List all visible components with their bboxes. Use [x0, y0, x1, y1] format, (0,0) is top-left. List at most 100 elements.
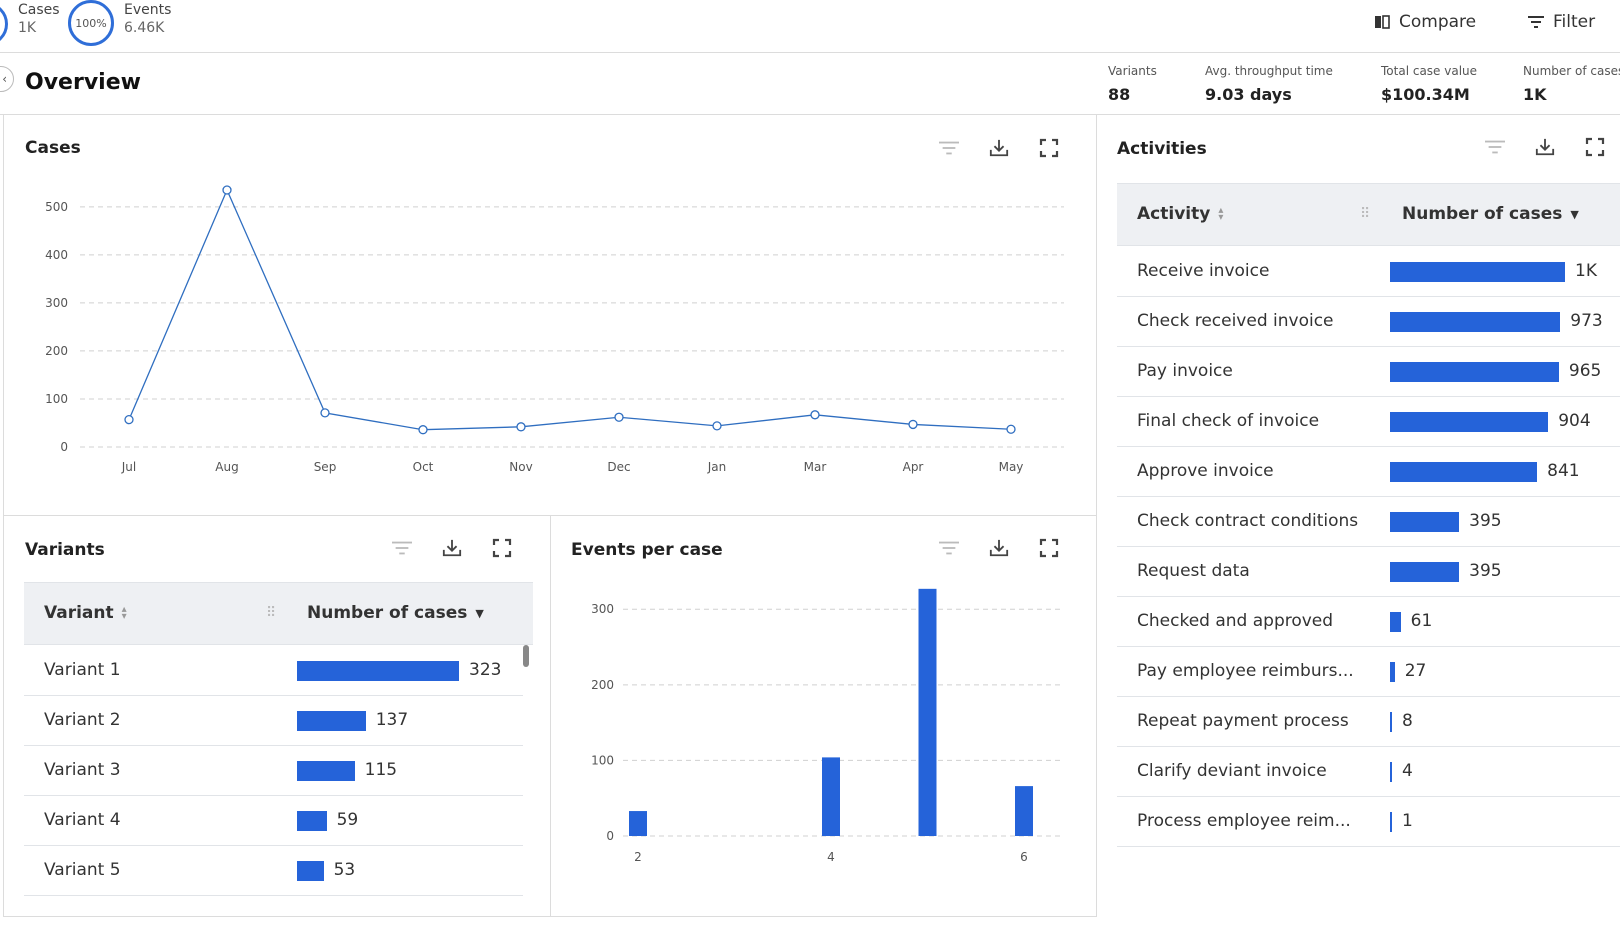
activity-row-label: Receive invoice — [1137, 261, 1270, 281]
activity-column-header[interactable]: Activity ▴ ▾ — [1137, 204, 1223, 224]
events-toolbar — [939, 538, 1059, 558]
value-bar — [1390, 412, 1549, 432]
value-label: 904 — [1558, 411, 1591, 431]
download-icon[interactable] — [989, 538, 1009, 558]
variant-row-label: Variant 3 — [44, 760, 121, 780]
data-point[interactable] — [418, 425, 428, 435]
fullscreen-icon[interactable] — [1585, 137, 1605, 157]
variant-row-label: Variant 4 — [44, 810, 121, 830]
activity-row[interactable]: Pay invoice 965 — [1117, 347, 1620, 397]
x-tick-label: Aug — [215, 460, 238, 474]
activity-row-label: Process employee reim... — [1137, 811, 1351, 831]
sort-desc-icon: ▼ — [475, 606, 484, 620]
activity-row[interactable]: Request data 395 — [1117, 547, 1620, 597]
data-point[interactable] — [222, 185, 232, 195]
activity-row-label: Pay invoice — [1137, 361, 1233, 381]
variant-row[interactable]: Variant 5 53 — [24, 846, 523, 896]
value-label: 395 — [1469, 511, 1502, 531]
filter-icon[interactable] — [1485, 137, 1505, 157]
data-point[interactable] — [810, 410, 820, 420]
column-resize-handle[interactable]: ⠿ — [1360, 206, 1370, 222]
activity-row[interactable]: Pay employee reimburs... 27 — [1117, 647, 1620, 697]
value-label: 1K — [1575, 261, 1597, 281]
filter-icon[interactable] — [392, 538, 412, 558]
activity-row[interactable]: Checked and approved 61 — [1117, 597, 1620, 647]
kpi-value: $100.34M — [1381, 85, 1470, 104]
filter-button[interactable]: Filter — [1527, 10, 1595, 34]
cases-column-label: Number of cases — [307, 603, 468, 623]
y-tick-label: 400 — [45, 248, 68, 262]
activity-row[interactable]: Approve invoice 841 — [1117, 447, 1620, 497]
fullscreen-icon[interactable] — [1039, 538, 1059, 558]
filter-icon[interactable] — [939, 138, 959, 158]
cases-column-header[interactable]: Number of cases ▼ — [307, 603, 484, 623]
bar[interactable] — [918, 588, 937, 836]
fullscreen-icon[interactable] — [1039, 138, 1059, 158]
activity-row[interactable]: Receive invoice 1K — [1117, 247, 1620, 297]
filter-icon[interactable] — [939, 538, 959, 558]
download-icon[interactable] — [442, 538, 462, 558]
bar[interactable] — [822, 757, 840, 836]
cases-title: Cases — [25, 138, 81, 158]
cases-column-header[interactable]: Number of cases ▼ — [1402, 204, 1579, 224]
bar[interactable] — [1015, 786, 1033, 836]
activity-row-label: Final check of invoice — [1137, 411, 1320, 431]
data-point[interactable] — [320, 408, 330, 418]
bar[interactable] — [629, 811, 647, 836]
variant-row[interactable]: Variant 4 59 — [24, 796, 523, 846]
value-bar — [1390, 462, 1538, 482]
activity-row-label: Approve invoice — [1137, 461, 1274, 481]
value-label: 395 — [1469, 561, 1502, 581]
fullscreen-icon[interactable] — [492, 538, 512, 558]
collapse-sidebar-button[interactable]: ‹ — [0, 66, 14, 92]
value-bar — [297, 711, 366, 731]
value-bar — [297, 811, 327, 831]
kpi-throughput: Avg. throughput time 9.03 days — [1205, 64, 1333, 104]
activity-row[interactable]: Process employee reim... 1 — [1117, 797, 1620, 847]
activities-title: Activities — [1117, 139, 1207, 159]
events-bar-chart: 0100200300246810 — [591, 588, 1061, 864]
data-point[interactable] — [614, 412, 624, 422]
left-border — [3, 115, 4, 917]
value-label: 27 — [1404, 661, 1427, 681]
activity-row[interactable]: Check received invoice 973 — [1117, 297, 1620, 347]
data-point[interactable] — [1006, 424, 1016, 434]
y-tick-label: 100 — [591, 753, 614, 767]
column-resize-handle[interactable]: ⠿ — [266, 605, 276, 621]
series-line — [128, 188, 1012, 431]
x-tick-label: Oct — [413, 460, 434, 474]
scrollbar-thumb[interactable] — [523, 645, 529, 667]
cases-panel: Cases 0 100 200 300 400 500 Jul Aug Sep Oct Nov Dec… — [4, 115, 1097, 516]
data-point[interactable] — [516, 422, 526, 432]
variant-column-header[interactable]: Variant ▴ ▾ — [44, 603, 127, 623]
x-tick-label: Sep — [314, 460, 337, 474]
sort-icon: ▴ ▾ — [1218, 205, 1224, 223]
variant-row[interactable]: Variant 2 137 — [24, 696, 523, 746]
cases-value: 1K — [18, 20, 37, 36]
activity-row[interactable]: Repeat payment process 8 — [1117, 697, 1620, 747]
activity-row[interactable]: Check contract conditions 395 — [1117, 497, 1620, 547]
download-icon[interactable] — [1535, 137, 1555, 157]
variant-row[interactable]: Variant 1 323 — [24, 646, 523, 696]
download-icon[interactable] — [989, 138, 1009, 158]
activities-panel: Activities Activity ▴ ▾ ⠿ Number of cases… — [1097, 115, 1620, 917]
x-tick-label: Apr — [903, 460, 924, 474]
data-point[interactable] — [712, 421, 722, 431]
variant-row[interactable]: Variant 3 115 — [24, 746, 523, 796]
compare-button[interactable]: Compare — [1373, 10, 1476, 34]
activity-row-label: Check contract conditions — [1137, 511, 1359, 531]
variants-table-header: Variant ▴ ▾ ⠿ Number of cases ▼ — [24, 582, 533, 645]
data-point[interactable] — [908, 419, 918, 430]
activity-row[interactable]: Final check of invoice 904 — [1117, 397, 1620, 447]
events-stat: Events 6.46K — [124, 2, 171, 36]
activity-row[interactable]: Clarify deviant invoice 4 — [1117, 747, 1620, 797]
x-tick-label: 6 — [1020, 850, 1028, 864]
value-label: 973 — [1570, 311, 1603, 331]
y-tick-label: 300 — [45, 296, 68, 310]
ring-percent: 100% — [75, 16, 107, 30]
data-point[interactable] — [124, 414, 134, 425]
compare-label: Compare — [1399, 12, 1477, 32]
kpi-label: Variants — [1108, 64, 1157, 78]
kpi-value: 88 — [1108, 85, 1131, 104]
x-tick-label: 4 — [827, 850, 835, 864]
